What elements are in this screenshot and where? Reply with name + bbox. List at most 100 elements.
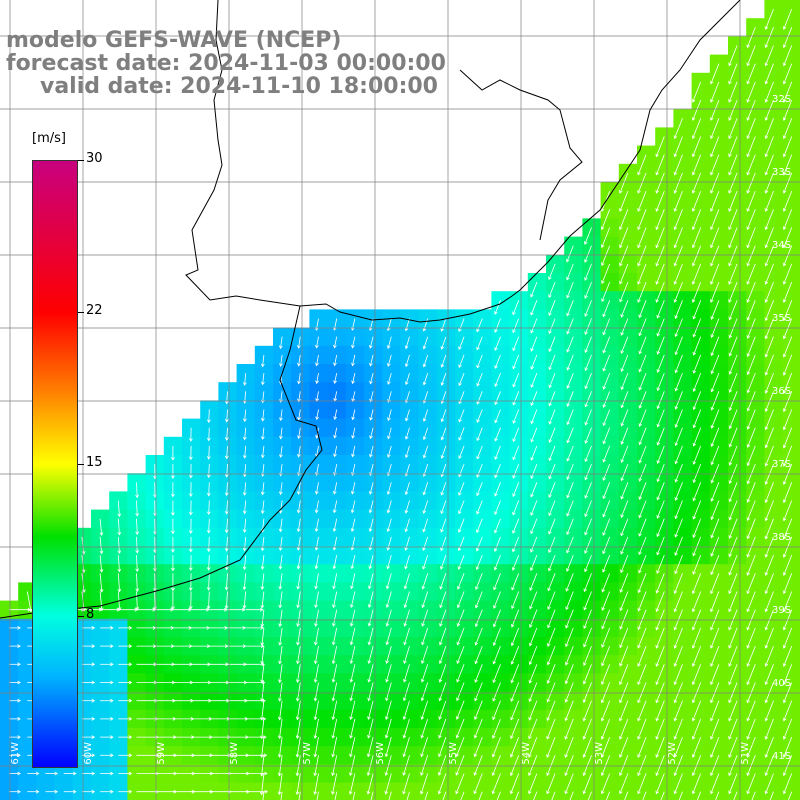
wind-arrow-head xyxy=(530,366,534,370)
wind-arrow-head xyxy=(655,189,659,194)
wind-arrow xyxy=(674,281,683,303)
wind-arrow-head xyxy=(656,351,661,355)
wind-arrow-head xyxy=(422,565,426,570)
wind-arrow xyxy=(316,464,319,476)
wind-arrow-head xyxy=(673,226,678,231)
wind-arrow-head xyxy=(710,98,714,103)
wind-arrow xyxy=(386,591,392,608)
wind-arrow-head xyxy=(259,607,264,612)
wind-arrow xyxy=(333,500,338,513)
wind-arrow-head xyxy=(746,480,751,485)
wind-arrow xyxy=(512,445,520,460)
wind-arrow xyxy=(297,591,301,608)
wind-arrow-head xyxy=(764,444,769,449)
wind-arrow-head xyxy=(367,734,371,739)
wind-arrow-head xyxy=(764,299,769,303)
wind-arrow xyxy=(746,99,756,121)
wind-arrow-head xyxy=(710,208,714,212)
wind-arrow-head xyxy=(710,370,715,375)
wind-arrow xyxy=(674,209,683,230)
wind-arrow xyxy=(655,245,665,266)
wind-arrow-head xyxy=(619,607,623,612)
wind-arrow xyxy=(655,755,665,776)
wind-arrow-head xyxy=(746,517,751,521)
wind-arrow-head xyxy=(600,208,605,212)
wind-arrow xyxy=(387,409,392,421)
wind-arrow xyxy=(352,445,356,457)
wind-arrow-head xyxy=(691,226,696,231)
wind-arrow xyxy=(601,209,611,230)
wind-arrow xyxy=(765,773,774,794)
wind-arrow xyxy=(624,791,629,800)
wind-arrow-head xyxy=(367,716,371,721)
wind-arrow-head xyxy=(710,516,715,521)
wind-arrow xyxy=(370,391,374,402)
wind-arrow-head xyxy=(54,771,58,776)
wind-arrow-head xyxy=(656,405,661,410)
wind-arrow-head xyxy=(476,346,480,351)
wind-arrow xyxy=(692,627,702,649)
wind-arrow-head xyxy=(746,462,751,467)
wind-arrow xyxy=(314,700,319,720)
wind-arrow-head xyxy=(728,352,733,357)
wind-arrow-head xyxy=(638,405,643,409)
wind-arrow xyxy=(603,445,611,463)
wind-arrow xyxy=(639,354,647,372)
latitude-label: 40S xyxy=(772,678,792,689)
wind-arrow xyxy=(746,45,756,66)
wind-arrow-head xyxy=(782,80,787,85)
wind-arrow-head xyxy=(620,368,625,373)
wind-arrow xyxy=(637,682,647,703)
wind-arrow-head xyxy=(367,697,371,702)
longitude-label: 53W xyxy=(594,742,605,765)
wind-arrow xyxy=(619,682,629,703)
wind-arrow xyxy=(368,682,374,701)
wind-arrow xyxy=(494,354,501,369)
wind-arrow-head xyxy=(314,490,319,495)
wind-arrow xyxy=(456,718,465,738)
wind-arrow xyxy=(533,791,538,800)
wind-arrow-head xyxy=(260,679,264,684)
wind-arrow xyxy=(369,445,374,457)
wind-arrow-head xyxy=(782,444,787,449)
wind-arrow xyxy=(475,609,483,627)
wind-arrow-head xyxy=(546,735,550,740)
wind-arrow xyxy=(783,682,793,703)
wind-arrow xyxy=(637,245,647,266)
wind-speed-cell xyxy=(728,782,747,800)
wind-arrow xyxy=(352,791,356,800)
wind-arrow-head xyxy=(295,679,300,683)
wind-arrow-head xyxy=(746,498,751,503)
wind-arrow-head xyxy=(710,479,715,484)
wind-arrow-head xyxy=(655,153,659,158)
wind-arrow-head xyxy=(313,791,318,795)
wind-arrow-head xyxy=(637,189,641,194)
wind-arrow xyxy=(385,773,392,794)
wind-arrow-head xyxy=(369,453,373,458)
wind-arrow xyxy=(423,482,429,495)
wind-speed-cell xyxy=(455,782,474,800)
longitude-label: 52W xyxy=(667,742,678,765)
wind-arrow-head xyxy=(602,349,606,354)
wind-arrow xyxy=(710,118,720,139)
wind-arrow-head xyxy=(422,491,427,496)
wind-arrow xyxy=(655,154,665,175)
wind-arrow xyxy=(332,609,338,627)
wind-arrow xyxy=(493,573,501,590)
wind-arrow-head xyxy=(602,477,606,481)
wind-arrow-head xyxy=(206,548,211,553)
wind-arrow xyxy=(546,718,556,739)
wind-arrow xyxy=(656,554,665,574)
wind-arrow xyxy=(711,409,720,429)
wind-arrow-head xyxy=(746,444,751,448)
wind-arrow xyxy=(619,627,629,648)
wind-arrow xyxy=(386,573,392,589)
wind-arrow-head xyxy=(476,400,480,405)
wind-arrow-head xyxy=(582,699,587,704)
wind-arrow xyxy=(422,591,429,608)
wind-arrow-head xyxy=(368,546,373,551)
wind-arrow xyxy=(440,536,447,551)
wind-arrow-head xyxy=(782,772,787,777)
wind-arrow-head xyxy=(206,607,210,612)
wind-arrow-head xyxy=(512,511,516,516)
